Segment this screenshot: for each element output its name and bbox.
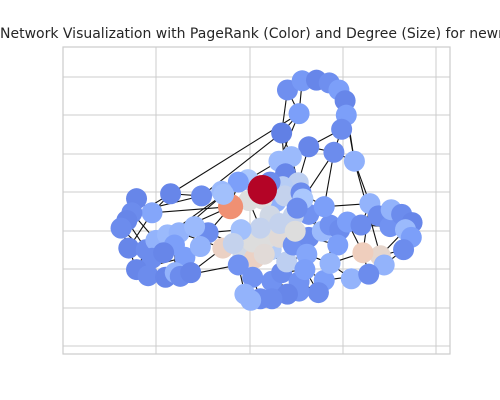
network-node (247, 175, 278, 205)
network-node (222, 232, 244, 254)
network-node (234, 283, 256, 305)
network-node (191, 185, 213, 207)
network-node (319, 252, 341, 274)
network-node (294, 259, 316, 281)
network-node (276, 251, 298, 273)
node-layer (110, 69, 423, 311)
network-node (393, 239, 415, 261)
network-node (284, 220, 306, 242)
network-node (153, 242, 175, 264)
network-node (180, 262, 202, 284)
network-node (253, 243, 275, 265)
network-node (352, 242, 374, 264)
network-node (227, 171, 249, 193)
network-node (288, 103, 310, 125)
network-node (227, 254, 249, 276)
network-edge (151, 206, 231, 214)
network-node (189, 236, 211, 258)
network-node (358, 263, 380, 285)
network-node (118, 237, 140, 259)
network-node (110, 217, 132, 239)
network-node (271, 122, 293, 144)
network-node (184, 216, 206, 238)
network-node (373, 254, 395, 276)
network-node (323, 141, 345, 163)
network-node (249, 217, 271, 239)
network-node (350, 214, 372, 236)
network-node (137, 265, 159, 287)
network-node (340, 268, 362, 290)
network-node (160, 183, 182, 205)
network-node (307, 282, 329, 304)
network-node (343, 150, 365, 172)
network-node (298, 136, 320, 158)
chart-title: Network Visualization with PageRank (Col… (0, 26, 500, 42)
network-node (313, 196, 335, 218)
network-node (327, 234, 349, 256)
plot-frame (62, 46, 451, 355)
network-node (269, 213, 291, 235)
network-node (331, 118, 353, 140)
network-node (213, 183, 235, 205)
network-node (141, 202, 163, 224)
network-node (296, 243, 318, 265)
network-node (286, 197, 308, 219)
network-node (242, 266, 264, 288)
